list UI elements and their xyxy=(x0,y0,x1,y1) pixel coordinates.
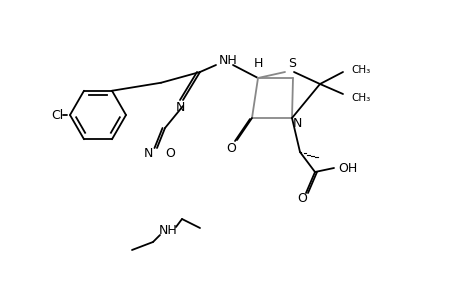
Text: S: S xyxy=(287,56,295,70)
Text: NH: NH xyxy=(218,53,237,67)
Text: NH: NH xyxy=(158,224,177,236)
Text: N: N xyxy=(143,146,153,160)
Text: Cl: Cl xyxy=(51,109,63,122)
Text: CH₃: CH₃ xyxy=(350,93,369,103)
Text: N: N xyxy=(291,116,301,130)
Text: O: O xyxy=(297,193,306,206)
Text: OH: OH xyxy=(338,161,357,175)
Text: N: N xyxy=(175,100,184,113)
Text: CH₃: CH₃ xyxy=(350,65,369,75)
Text: O: O xyxy=(165,146,174,160)
Text: H: H xyxy=(253,56,262,70)
Text: O: O xyxy=(225,142,235,154)
